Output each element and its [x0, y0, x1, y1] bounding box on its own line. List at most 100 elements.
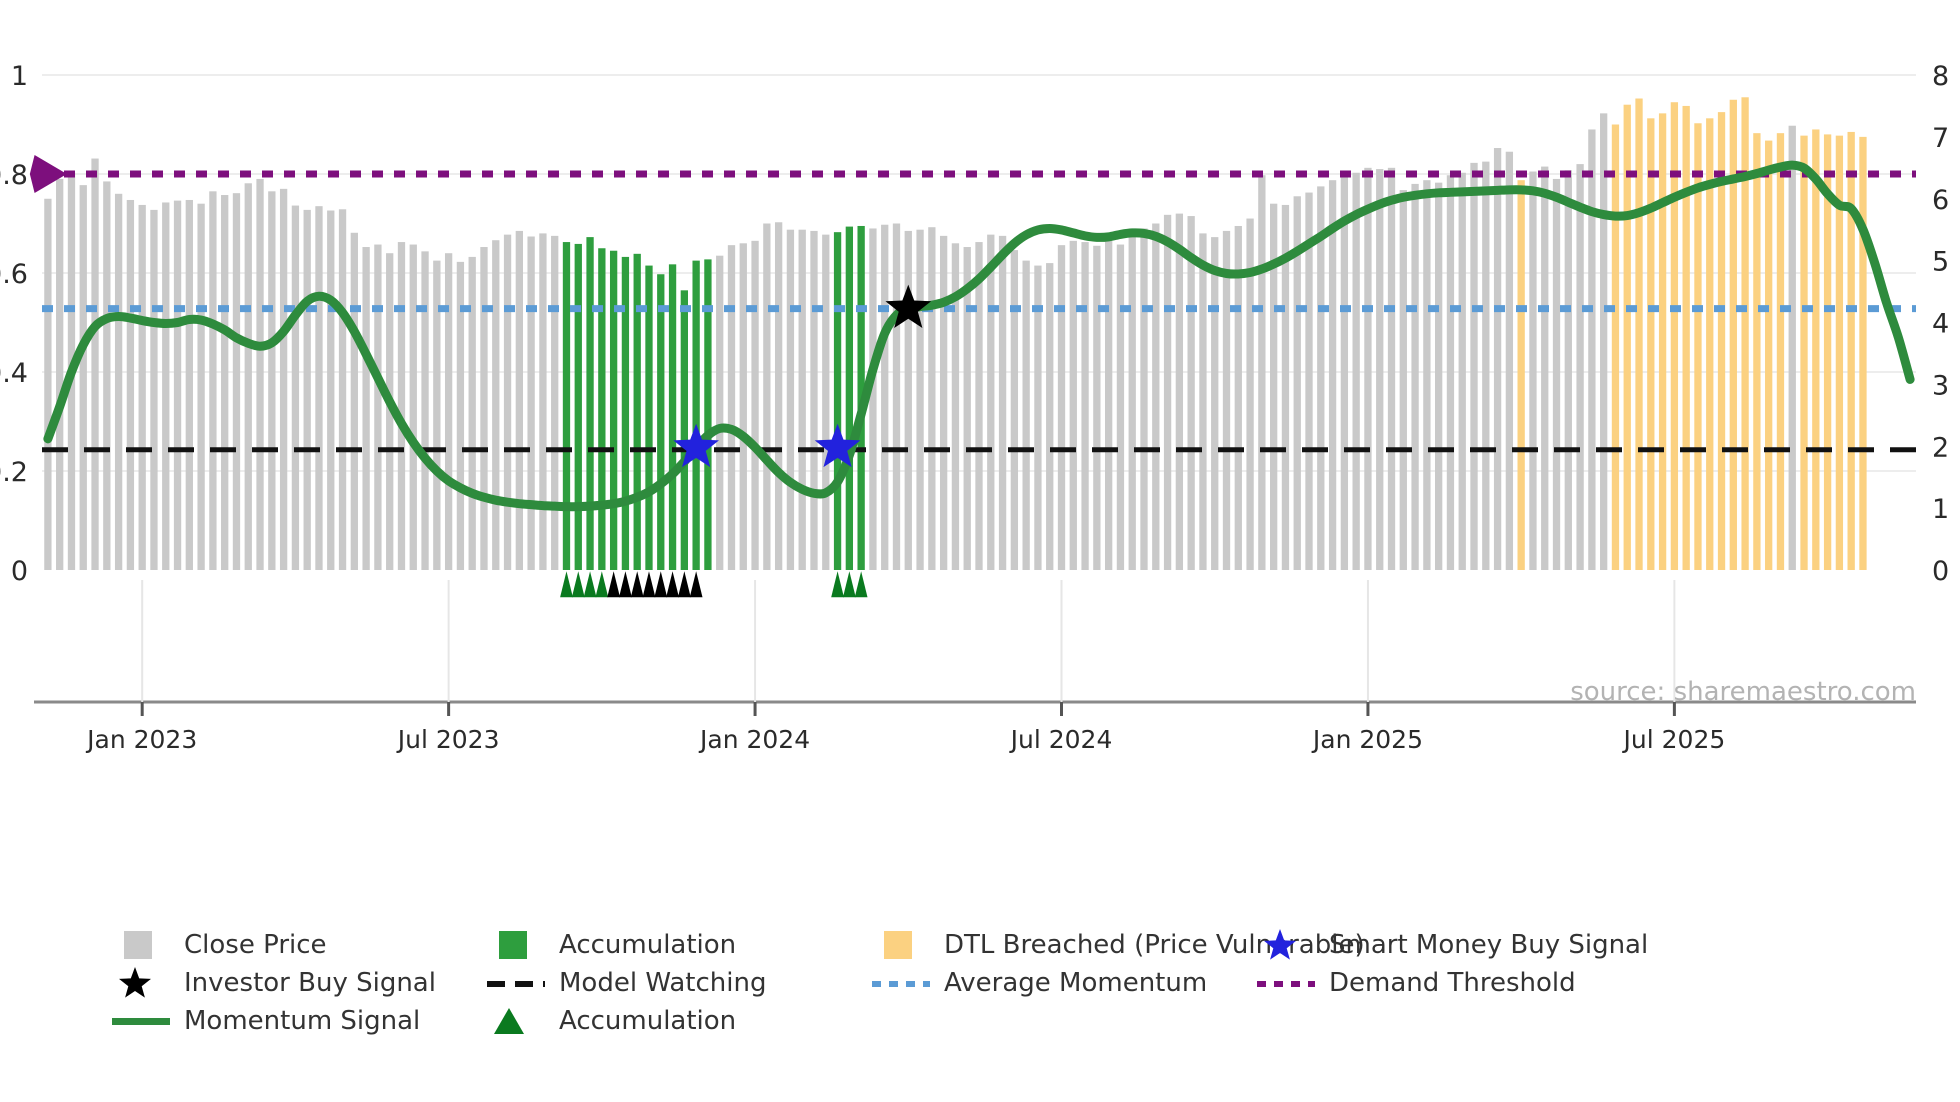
price-bar: [1623, 104, 1631, 570]
price-bar: [609, 250, 618, 570]
price-bar: [1140, 228, 1148, 570]
close-price-bars: [44, 97, 1867, 571]
price-bar: [928, 227, 936, 570]
price-bar: [444, 253, 453, 570]
price-bar: [1211, 237, 1219, 571]
x-axis-tick-label: Jan 2025: [1311, 725, 1423, 754]
signal-markers: [29, 155, 932, 468]
price-bar: [386, 253, 394, 570]
price-bar: [1741, 97, 1749, 571]
legend-marker-momentum-signal: [110, 1001, 176, 1041]
price-bar: [315, 206, 323, 571]
y-axis-right-tick: 3: [1932, 370, 1949, 401]
price-bar: [1010, 250, 1019, 570]
price-bar: [1175, 213, 1184, 570]
accumulation-triangle: [654, 571, 668, 598]
price-bar: [126, 199, 135, 571]
demand-threshold-arrow-marker: [29, 155, 67, 193]
price-bar: [939, 235, 948, 570]
price-bar: [987, 234, 995, 570]
smart-money-buy-signal-marker: [673, 423, 719, 468]
y-axis-left-tick: 0: [11, 556, 28, 587]
price-bar: [1788, 125, 1796, 571]
price-bar: [1364, 167, 1372, 570]
price-bar: [845, 226, 854, 570]
legend-item-close-price[interactable]: Close Price: [110, 925, 327, 965]
legend-swatch: [884, 931, 912, 959]
legend-marker-demand-threshold: [1255, 963, 1321, 1003]
accumulation-triangle: [854, 571, 868, 598]
price-bar: [963, 247, 971, 570]
price-bar: [774, 222, 783, 570]
legend-item-accumulation-triangle[interactable]: Accumulation: [485, 1001, 736, 1041]
price-bar: [1470, 162, 1478, 571]
price-bar: [1812, 129, 1820, 570]
price-bar: [1717, 112, 1726, 570]
price-bar: [763, 223, 771, 570]
price-bar: [162, 202, 170, 570]
accumulation-triangle: [583, 571, 597, 598]
price-bar: [1859, 136, 1867, 570]
y-axis-right-tick: 5: [1932, 247, 1949, 278]
accumulation-triangle: [619, 571, 632, 598]
price-bar: [1116, 244, 1125, 570]
price-bar: [1293, 196, 1301, 570]
legend-swatch: [124, 931, 152, 959]
y-axis-right-tick: 0: [1932, 556, 1949, 587]
price-bar: [574, 243, 582, 570]
price-bar: [975, 242, 983, 570]
legend-item-momentum-signal[interactable]: Momentum Signal: [110, 1001, 420, 1041]
price-bar: [1600, 113, 1608, 571]
legend-item-average-momentum[interactable]: Average Momentum: [870, 963, 1207, 1003]
price-bar: [1588, 129, 1596, 570]
price-bar: [56, 178, 64, 570]
price-bar: [1376, 169, 1384, 571]
price-bar: [1682, 105, 1690, 570]
price-bar: [1270, 203, 1278, 570]
legend-dotted-line: [872, 981, 930, 987]
y-axis-left-tick: 1: [11, 61, 28, 92]
source-note: source: sharemaestro.com: [1570, 677, 1916, 707]
price-bar: [350, 232, 358, 570]
price-bar: [869, 228, 877, 570]
x-axis-tick-label: Jul 2024: [1009, 725, 1113, 754]
legend-dashed-line: [487, 981, 545, 987]
x-axis-tick-label: Jan 2023: [85, 725, 197, 754]
price-bar: [374, 244, 382, 570]
price-bar: [1281, 204, 1290, 570]
price-bar: [138, 204, 146, 570]
y-axis-right-tick: 2: [1932, 432, 1949, 463]
y-axis-right-tick: 8: [1932, 61, 1949, 92]
legend-item-smart-money-buy-signal[interactable]: Smart Money Buy Signal: [1255, 925, 1648, 965]
price-bar: [1340, 176, 1349, 570]
price-bar: [1670, 102, 1679, 570]
x-axis-tick-label: Jan 2024: [698, 725, 810, 754]
price-bar: [1317, 186, 1325, 570]
legend-item-dtl-breached[interactable]: DTL Breached (Price Vulnerable): [870, 925, 1365, 965]
price-bar: [421, 251, 429, 570]
price-bar: [268, 191, 276, 570]
accumulation-triangle: [689, 571, 703, 598]
price-bar: [1328, 180, 1337, 570]
smart-money-buy-signal-marker: [814, 423, 861, 468]
price-bar: [256, 178, 264, 570]
price-bar: [232, 193, 241, 570]
price-bar: [998, 235, 1007, 570]
price-bar: [739, 243, 747, 571]
price-bar: [1187, 216, 1195, 570]
legend-item-investor-buy-signal[interactable]: Investor Buy Signal: [110, 963, 436, 1003]
price-bar: [916, 229, 924, 570]
price-bar: [456, 261, 465, 570]
legend-label: Model Watching: [559, 968, 767, 998]
legend-item-accumulation-bar[interactable]: Accumulation: [485, 925, 736, 965]
y-axis-right-tick: 6: [1932, 185, 1949, 216]
price-bar: [1458, 172, 1466, 570]
accumulation-triangle: [842, 571, 856, 598]
legend-item-demand-threshold[interactable]: Demand Threshold: [1255, 963, 1576, 1003]
legend-label: Smart Money Buy Signal: [1329, 930, 1649, 960]
price-bar: [798, 229, 806, 570]
legend-label: Momentum Signal: [184, 1006, 421, 1036]
legend-item-model-watching[interactable]: Model Watching: [485, 963, 766, 1003]
legend-label: Demand Threshold: [1329, 968, 1576, 998]
